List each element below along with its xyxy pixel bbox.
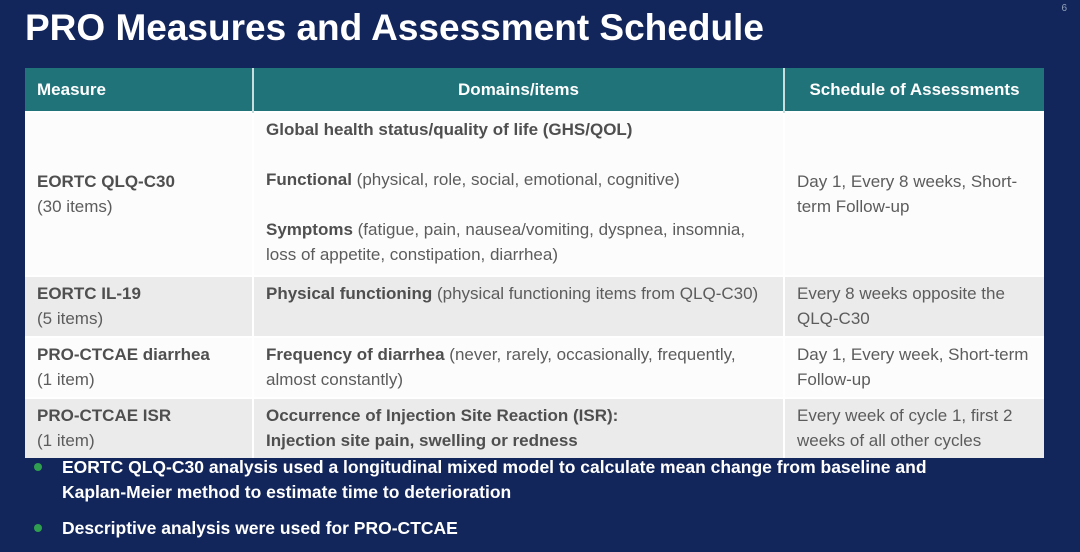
domains-cell: Frequency of diarrhea (never, rarely, oc…: [253, 336, 785, 398]
column-header-domains: Domains/items: [253, 68, 785, 112]
table-row-eortc-il-19: EORTC IL-19 (5 items) Physical functioni…: [25, 275, 1044, 337]
measure-item-count: (5 items): [37, 309, 104, 328]
measure-name: EORTC IL-19: [37, 284, 141, 303]
schedule-cell: Day 1, Every 8 weeks, Short-term Follow-…: [784, 111, 1044, 276]
bullet-text: Descriptive analysis were used for PRO-C…: [62, 518, 458, 538]
page-number: 6: [1061, 3, 1067, 14]
measure-cell: PRO-CTCAE diarrhea (1 item): [25, 336, 254, 398]
measure-name: PRO-CTCAE diarrhea: [37, 345, 210, 364]
table-row-pro-ctcae-isr: PRO-CTCAE ISR (1 item) Occurrence of Inj…: [25, 397, 1044, 458]
domain-entry: Frequency of diarrhea (never, rarely, oc…: [266, 345, 736, 389]
footnote-bullets: EORTC QLQ-C30 analysis used a longitudin…: [34, 455, 1034, 552]
domain-entry: Functional (physical, role, social, emot…: [266, 170, 680, 189]
domain-entry: Injection site pain, swelling or redness: [266, 431, 578, 450]
table-header-row: Measure Domains/items Schedule of Assess…: [25, 68, 1044, 112]
bullet-icon: [34, 463, 42, 471]
domains-cell: Global health status/quality of life (GH…: [253, 111, 785, 276]
bullet-item: Descriptive analysis were used for PRO-C…: [34, 516, 1034, 541]
bullet-item: EORTC QLQ-C30 analysis used a longitudin…: [34, 455, 1034, 505]
measure-cell: EORTC IL-19 (5 items): [25, 275, 254, 337]
domain-entry: Global health status/quality of life (GH…: [266, 120, 633, 139]
domains-cell: Occurrence of Injection Site Reaction (I…: [253, 397, 785, 458]
table-row-pro-ctcae-diarrhea: PRO-CTCAE diarrhea (1 item) Frequency of…: [25, 336, 1044, 398]
measure-cell: PRO-CTCAE ISR (1 item): [25, 397, 254, 458]
measure-item-count: (1 item): [37, 431, 95, 450]
measure-cell: EORTC QLQ-C30 (30 items): [25, 111, 254, 276]
schedule-cell: Day 1, Every week, Short-term Follow-up: [784, 336, 1044, 398]
bullet-icon: [34, 524, 42, 532]
schedule-cell: Every week of cycle 1, first 2 weeks of …: [784, 397, 1044, 458]
domain-entry: Physical functioning (physical functioni…: [266, 284, 759, 303]
pro-measures-table: Measure Domains/items Schedule of Assess…: [25, 68, 1044, 458]
column-header-schedule: Schedule of Assessments: [784, 68, 1044, 112]
domain-entry: Occurrence of Injection Site Reaction (I…: [266, 406, 619, 425]
bullet-text: EORTC QLQ-C30 analysis used a longitudin…: [62, 457, 927, 502]
measure-item-count: (30 items): [37, 196, 113, 216]
measure-name: PRO-CTCAE ISR: [37, 406, 172, 425]
measure-item-count: (1 item): [37, 370, 95, 389]
table-row-eortc-qlq-c30: EORTC QLQ-C30 (30 items) Global health s…: [25, 111, 1044, 276]
domain-entry: Symptoms (fatigue, pain, nausea/vomiting…: [266, 220, 746, 264]
slide-title: PRO Measures and Assessment Schedule: [25, 7, 764, 48]
domains-cell: Physical functioning (physical functioni…: [253, 275, 785, 337]
measure-name: EORTC QLQ-C30: [37, 171, 175, 191]
column-header-measure: Measure: [25, 68, 254, 112]
schedule-cell: Every 8 weeks opposite the QLQ-C30: [784, 275, 1044, 337]
